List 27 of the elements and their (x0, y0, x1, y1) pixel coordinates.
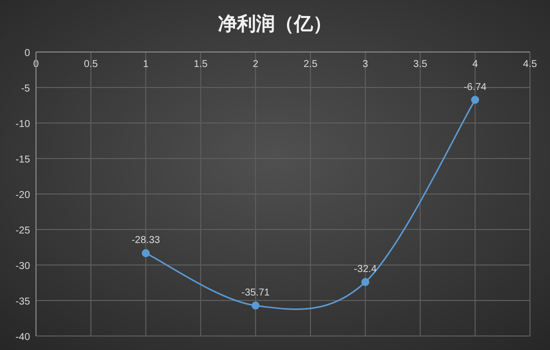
data-label: -35.71 (241, 288, 270, 299)
y-tick-label: -35 (16, 296, 30, 308)
y-tick-label: -15 (16, 154, 30, 166)
y-tick-label: -30 (16, 261, 30, 272)
y-tick-label: -25 (16, 226, 30, 236)
x-tick-label: 3.5 (413, 59, 428, 70)
x-tick-label: 3 (362, 59, 369, 70)
data-label: -6.74 (464, 82, 487, 93)
x-tick-label: 0.5 (84, 59, 98, 70)
point (471, 96, 480, 104)
x-tick-label: 1 (142, 59, 149, 70)
y-tick-label: 0 (24, 48, 30, 59)
y-tick-label: -20 (16, 190, 30, 201)
x-tick-label: 2.5 (303, 59, 318, 70)
x-tick-label: 1.5 (194, 59, 208, 70)
y-tick-label: -10 (16, 119, 30, 130)
data-label: -28.33 (132, 235, 160, 246)
point (361, 278, 370, 286)
x-tick-label: 2 (252, 59, 259, 70)
x-tick-label: 4 (472, 59, 478, 70)
x-tick-label: 4.5 (523, 59, 538, 70)
y-tick-label: -40 (16, 332, 30, 343)
point (142, 249, 150, 258)
data-label: -32.4 (354, 264, 378, 276)
chart-title: 净利润（亿） (218, 13, 332, 35)
y-tick-label: -5 (21, 84, 30, 94)
point (252, 302, 260, 310)
